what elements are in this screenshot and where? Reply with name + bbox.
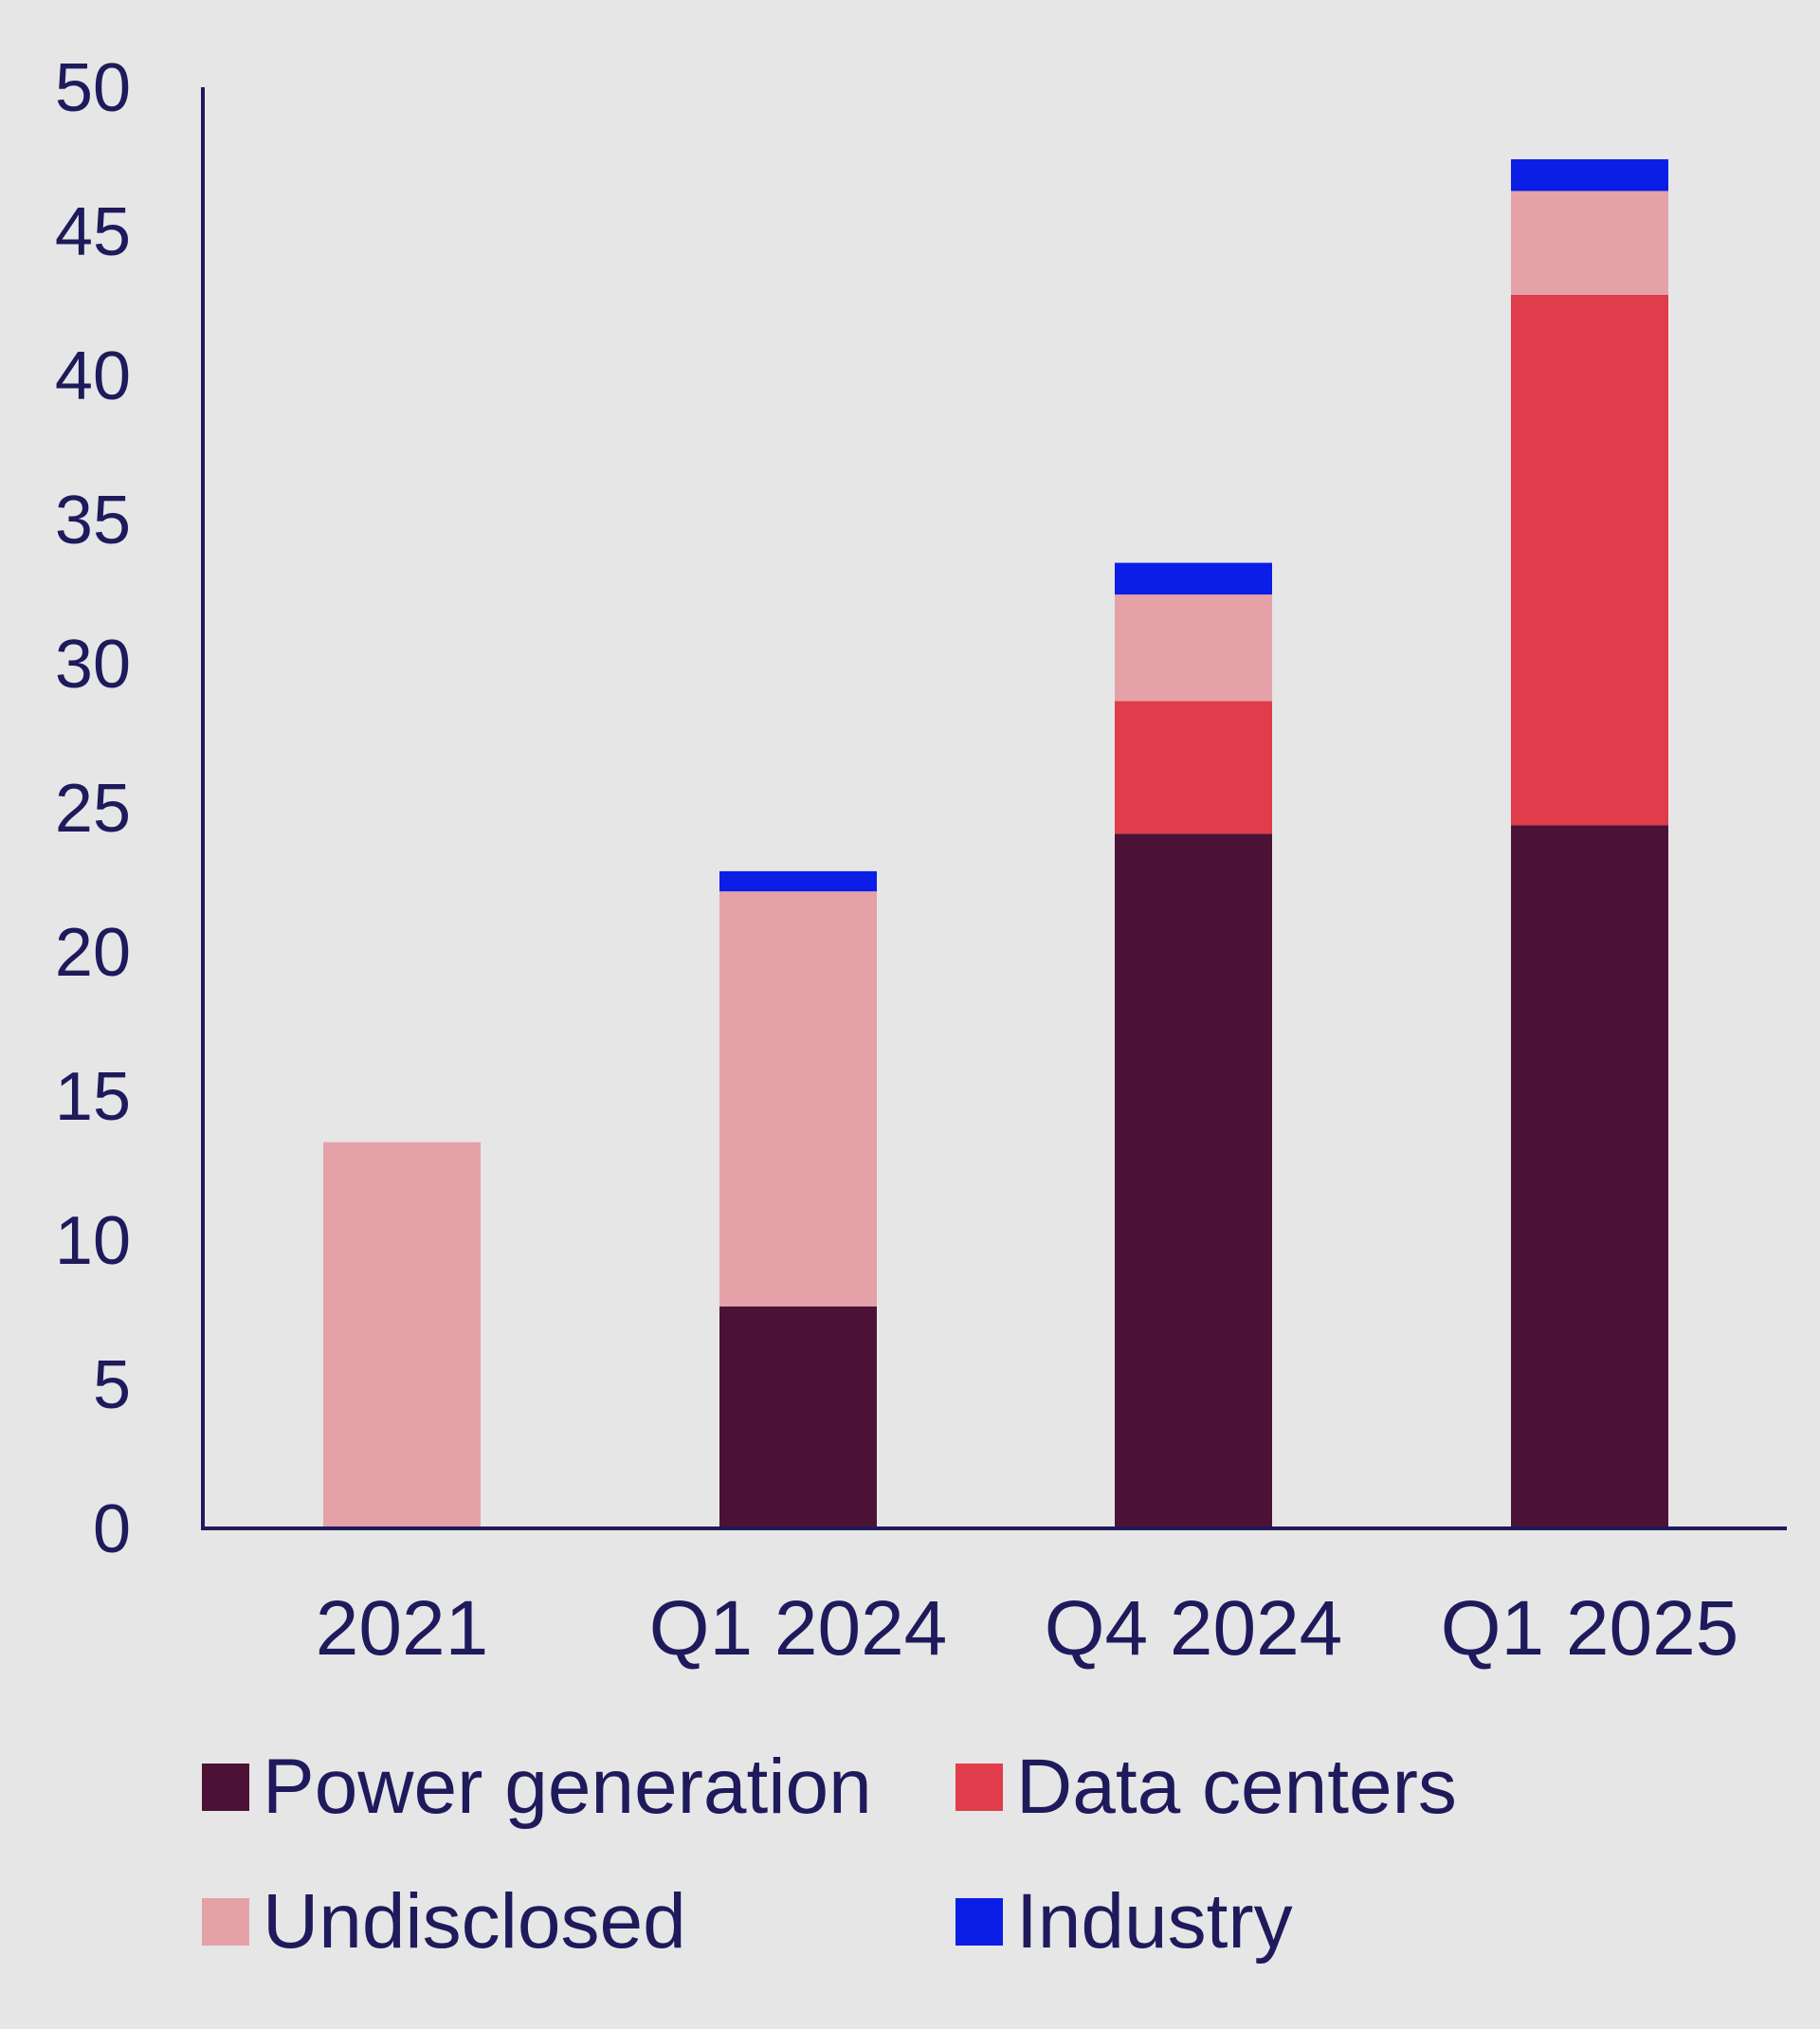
- y-tick-label-40: 40: [55, 338, 131, 414]
- legend-label: Data centers: [1016, 1744, 1457, 1830]
- legend-label: Undisclosed: [263, 1878, 686, 1965]
- x-category-label-q1-2024: Q1 2024: [649, 1585, 948, 1672]
- legend: Power generation Data centers Undisclosed I…: [202, 1740, 1624, 1969]
- bar-segment-industry-q1-2024: [719, 870, 877, 892]
- y-tick-label-10: 10: [55, 1203, 131, 1279]
- legend-item-industry: Industry: [956, 1874, 1524, 1969]
- legend-swatch: [956, 1764, 1003, 1811]
- bar-segment-data-centers-q1-2025: [1511, 294, 1668, 826]
- x-axis-labels: 2021 Q1 2024 Q4 2024 Q1 2025: [316, 1585, 1739, 1672]
- legend-item-power-generation: Power generation: [202, 1740, 956, 1835]
- legend-swatch: [202, 1898, 249, 1946]
- legend-label: Industry: [1016, 1878, 1293, 1965]
- bar-segment-undisclosed-q1-2024: [719, 891, 877, 1307]
- y-tick-label-30: 30: [55, 627, 131, 703]
- y-tick-label-45: 45: [55, 194, 131, 270]
- legend-item-undisclosed: Undisclosed: [202, 1874, 956, 1969]
- bar-segment-power-generation-q4-2024: [1115, 833, 1272, 1528]
- legend-label: Power generation: [263, 1744, 872, 1830]
- y-tick-label-5: 5: [93, 1347, 131, 1423]
- legend-swatch: [956, 1898, 1003, 1946]
- bar-segment-industry-q4-2024: [1115, 562, 1272, 595]
- bar-segment-power-generation-q1-2024: [719, 1306, 877, 1528]
- y-tick-label-35: 35: [55, 483, 131, 558]
- y-axis-ticks: 0 5 10 15 20 25 30 35 40 45 50: [55, 50, 131, 1567]
- y-tick-label-25: 25: [55, 771, 131, 847]
- y-tick-label-20: 20: [55, 915, 131, 991]
- bar-segment-data-centers-q4-2024: [1115, 701, 1272, 834]
- y-tick-label-50: 50: [55, 50, 131, 126]
- bars-group: [323, 159, 1668, 1528]
- bar-segment-undisclosed-q1-2025: [1511, 191, 1668, 295]
- y-tick-label-15: 15: [55, 1059, 131, 1135]
- legend-swatch: [202, 1764, 249, 1811]
- bar-segment-undisclosed-q4-2024: [1115, 594, 1272, 702]
- x-category-label-q1-2025: Q1 2025: [1441, 1585, 1739, 1672]
- bar-segment-industry-q1-2025: [1511, 159, 1668, 192]
- x-category-label-q4-2024: Q4 2024: [1045, 1585, 1343, 1672]
- bar-segment-power-generation-q1-2025: [1511, 825, 1668, 1528]
- bar-segment-undisclosed-2021: [323, 1142, 481, 1528]
- legend-item-data-centers: Data centers: [956, 1740, 1524, 1835]
- y-tick-label-0: 0: [93, 1491, 131, 1567]
- x-category-label-2021: 2021: [316, 1585, 488, 1672]
